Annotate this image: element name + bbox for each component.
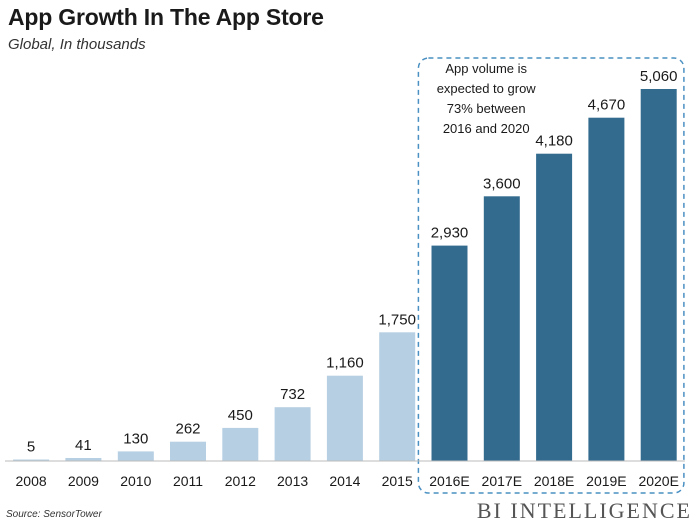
x-tick-2008: 2008 <box>16 473 47 489</box>
source-note: Source: SensorTower <box>6 509 102 520</box>
bar-2016E <box>431 245 468 461</box>
value-label-2008: 5 <box>27 439 35 456</box>
value-label-2014: 1,160 <box>326 355 364 372</box>
x-tick-2012: 2012 <box>225 473 256 489</box>
x-tick-2009: 2009 <box>68 473 99 489</box>
bar-2014 <box>326 375 363 461</box>
bar-2013 <box>274 407 311 461</box>
x-tick-2017E: 2017E <box>482 473 522 489</box>
value-label-2011: 262 <box>175 421 200 438</box>
annotation-line-3: 73% between <box>447 101 526 116</box>
bar-2008 <box>13 459 50 461</box>
bar-2017E <box>483 196 520 462</box>
value-label-2015: 1,750 <box>378 311 416 328</box>
value-label-2017E: 3,600 <box>483 175 521 192</box>
annotation-line-2: expected to grow <box>437 81 537 96</box>
bar-2012 <box>222 427 259 461</box>
x-tick-2016E: 2016E <box>429 473 469 489</box>
x-tick-2011: 2011 <box>173 473 203 489</box>
value-label-2010: 130 <box>123 430 148 447</box>
bar-2018E <box>536 153 573 461</box>
x-tick-2014: 2014 <box>329 473 360 489</box>
chart-subtitle: Global, In thousands <box>8 36 146 53</box>
x-tick-2010: 2010 <box>120 473 151 489</box>
chart-title: App Growth In The App Store <box>8 4 324 30</box>
value-label-2016E: 2,930 <box>431 225 469 242</box>
bi-intelligence-logo: BI INTELLIGENCE <box>476 498 692 523</box>
bars-group: 5 2008 41 2009 130 2010 262 2011 450 2012 732 2013 1… <box>13 68 679 489</box>
x-tick-2013: 2013 <box>277 473 308 489</box>
forecast-dashed-box <box>417 57 685 494</box>
annotation-line-4: 2016 and 2020 <box>443 121 530 136</box>
annotation-line-1: App volume is <box>445 61 527 76</box>
value-label-2009: 41 <box>75 437 92 454</box>
x-tick-2019E: 2019E <box>586 473 626 489</box>
bar-2010 <box>117 451 154 461</box>
value-label-2019E: 4,670 <box>588 97 626 114</box>
value-label-2018E: 4,180 <box>535 133 573 150</box>
x-tick-2018E: 2018E <box>534 473 574 489</box>
bar-2009 <box>65 458 102 461</box>
value-label-2012: 450 <box>228 407 253 424</box>
bar-2011 <box>170 441 206 461</box>
value-label-2013: 732 <box>280 386 305 403</box>
value-label-2020E: 5,060 <box>640 68 678 85</box>
bar-2015 <box>379 332 416 461</box>
bar-2020E <box>640 89 677 461</box>
x-tick-2015: 2015 <box>382 473 413 489</box>
x-tick-2020E: 2020E <box>638 473 678 489</box>
bar-2019E <box>588 117 625 461</box>
